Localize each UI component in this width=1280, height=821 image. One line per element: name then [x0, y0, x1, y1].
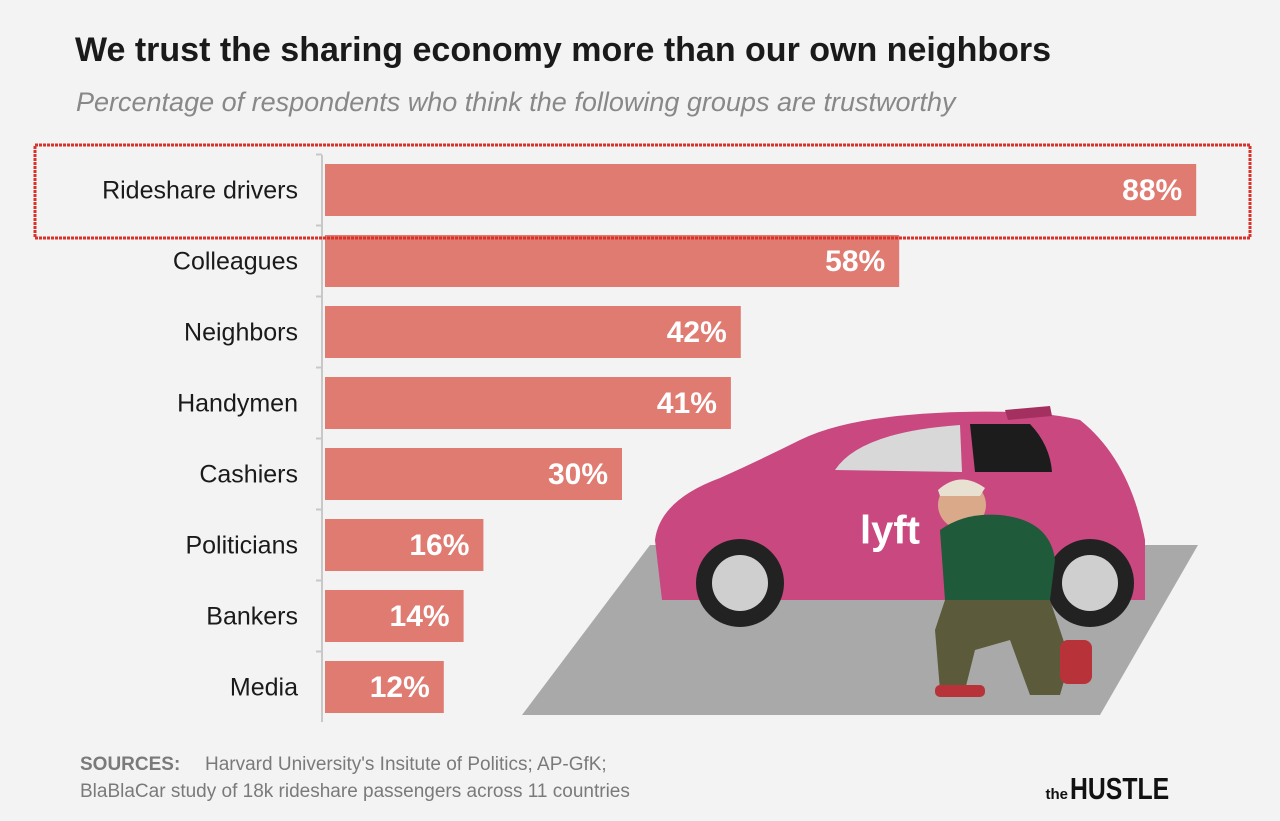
value-label: 41% — [657, 387, 717, 420]
value-label: 14% — [390, 600, 450, 633]
person-shoe — [1060, 640, 1092, 684]
value-label: 30% — [548, 458, 608, 491]
category-label: Media — [230, 674, 298, 702]
illustration: lyft — [522, 406, 1198, 715]
value-label: 88% — [1122, 174, 1182, 207]
highlight-box — [33, 143, 1252, 240]
value-label: 12% — [370, 671, 430, 704]
car-logo: lyft — [860, 509, 920, 553]
person-shirt — [940, 514, 1055, 600]
category-label: Colleagues — [173, 248, 298, 276]
car-rim — [1062, 555, 1118, 611]
person-shoe — [935, 685, 985, 697]
bar — [325, 164, 1197, 216]
bar — [325, 377, 731, 429]
value-label: 16% — [409, 529, 469, 562]
bar — [325, 590, 464, 642]
bar — [325, 661, 444, 713]
credit-name: HUSTLE — [1070, 772, 1169, 806]
bar — [325, 448, 622, 500]
category-label: Rideshare drivers — [102, 177, 298, 205]
bar — [325, 306, 741, 358]
chart-title: We trust the sharing economy more than o… — [75, 31, 1051, 69]
source-line: Harvard University's Insitute of Politic… — [205, 754, 607, 775]
bar — [325, 235, 900, 287]
car-rim — [712, 555, 768, 611]
credit-prefix: the — [1046, 786, 1069, 803]
category-label: Bankers — [206, 603, 298, 631]
car-window-rear — [970, 424, 1052, 472]
person-cap — [938, 479, 985, 496]
category-label: Neighbors — [184, 319, 298, 347]
value-label: 58% — [825, 245, 885, 278]
car-window — [835, 425, 962, 472]
category-label: Handymen — [177, 390, 298, 418]
person-pants — [935, 600, 1070, 695]
category-label: Cashiers — [199, 461, 298, 489]
value-label: 42% — [667, 316, 727, 349]
bar — [325, 519, 484, 571]
category-label: Politicians — [185, 532, 298, 560]
car-spoiler — [1005, 406, 1052, 420]
chart-subtitle: Percentage of respondents who think the … — [76, 87, 957, 117]
source-line: BlaBlaCar study of 18k rideshare passeng… — [80, 781, 630, 802]
source-label: SOURCES: — [80, 754, 180, 775]
